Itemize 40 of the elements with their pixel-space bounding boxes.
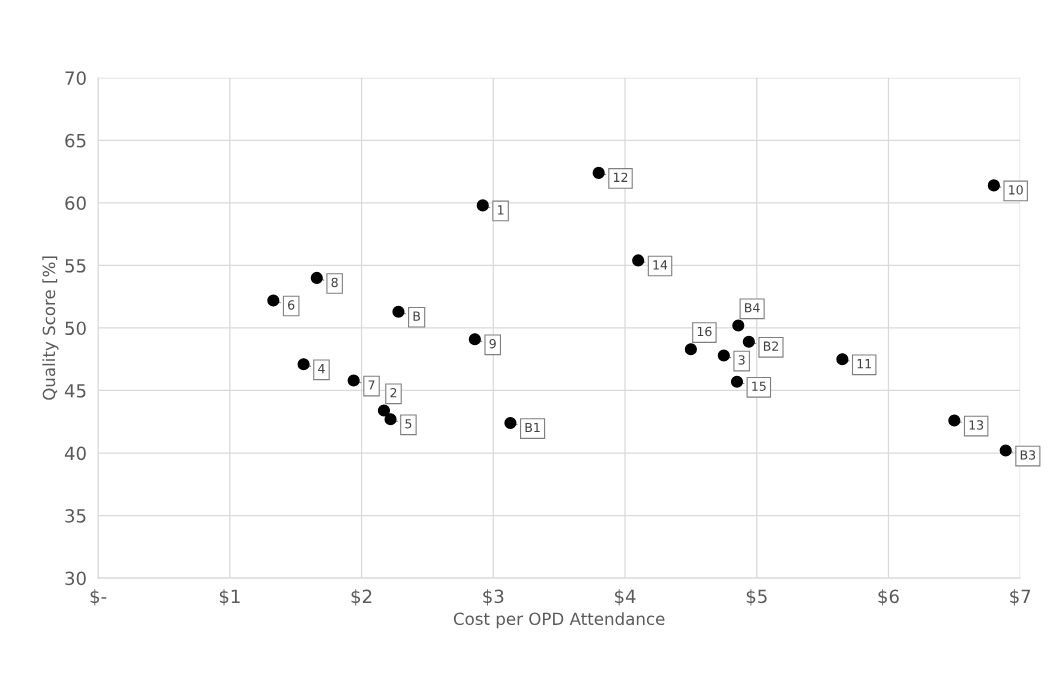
annotation: B1: [525, 422, 540, 433]
annotation: 7: [368, 380, 375, 390]
annotation: 16: [697, 326, 712, 337]
annotation: 5: [405, 419, 412, 429]
x-axis-title: Cost per OPD Attendance: [453, 612, 665, 629]
x-tick-label: $4: [615, 589, 636, 606]
x-tick-label: $2: [351, 589, 372, 606]
annotation: 12: [613, 172, 628, 182]
y-tick-label: 65: [65, 133, 86, 148]
y-tick-label: 35: [65, 509, 86, 523]
annotation: 14: [653, 260, 668, 270]
annotation: 6: [288, 300, 295, 310]
x-tick-label: $3: [483, 589, 504, 606]
y-axis-title: Quality Score [%]: [42, 256, 59, 400]
y-tick-label: 45: [64, 384, 86, 398]
annotation: B: [413, 311, 421, 321]
x-tick-label: $5: [746, 589, 767, 606]
y-tick-label: 30: [65, 571, 86, 586]
y-tick-label: 50: [65, 321, 86, 336]
x-tick-label: $-: [90, 589, 107, 606]
y-tick-label: 55: [65, 259, 86, 273]
annotation: B3: [1020, 450, 1036, 460]
annotation: 9: [489, 338, 496, 349]
annotation: 3: [738, 355, 745, 365]
annotation: 2: [390, 388, 397, 398]
annotation: 8: [331, 277, 338, 288]
annotation: 1: [498, 205, 504, 215]
annotation: 11: [857, 359, 871, 369]
annotation: 13: [969, 420, 984, 430]
annotation: 4: [318, 364, 325, 374]
x-tick-label: $1: [219, 589, 240, 606]
annotation: 10: [1009, 185, 1023, 195]
y-tick-label: 40: [64, 446, 86, 461]
x-tick-label: $7: [1010, 589, 1031, 606]
annotation: B2: [763, 341, 778, 351]
y-tick-label: 70: [65, 71, 86, 85]
x-tick-label: $6: [878, 589, 899, 606]
annotation: B4: [745, 303, 760, 313]
annotation: 15: [752, 381, 766, 391]
y-tick-label: 60: [65, 196, 86, 211]
